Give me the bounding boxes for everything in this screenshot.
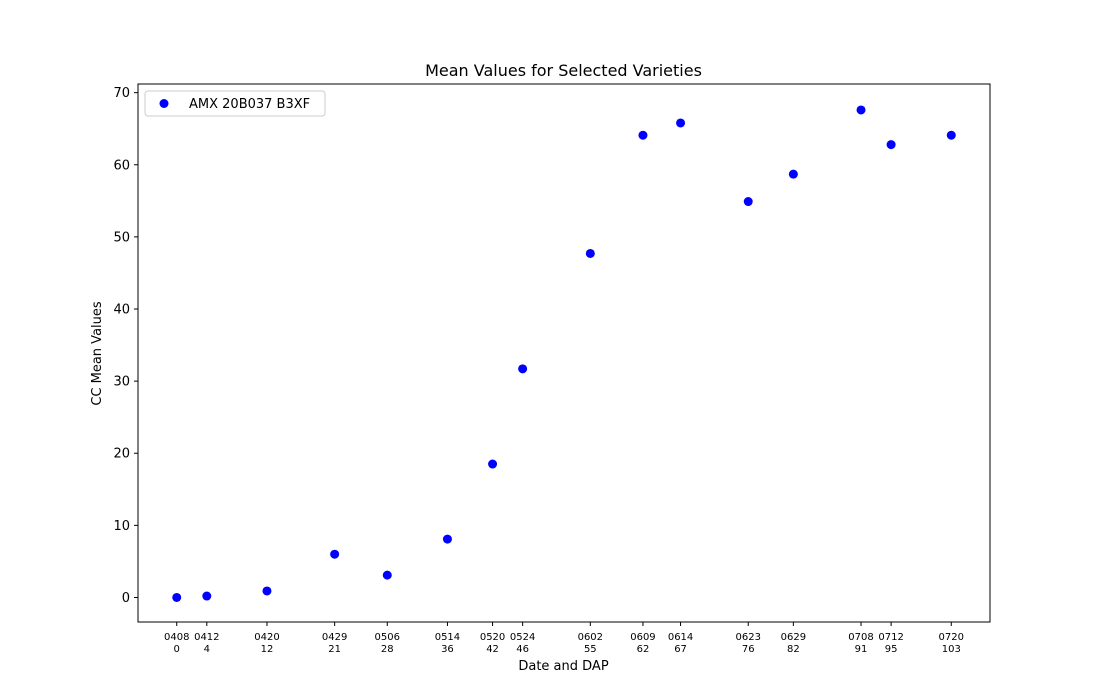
data-point (856, 105, 866, 115)
data-point (743, 197, 753, 207)
data-point (172, 592, 182, 602)
legend-box (144, 90, 326, 117)
x-tick-label-dap: 36 (441, 644, 454, 655)
data-point (886, 140, 896, 150)
x-tick-label-date: 0420 (254, 632, 279, 643)
data-points (172, 105, 956, 602)
x-axis-label: Date and DAP (518, 659, 608, 674)
x-tick-label-dap: 62 (637, 644, 650, 655)
x-tick-label-dap: 103 (942, 644, 961, 655)
y-tick-label: 10 (113, 519, 130, 534)
x-tick-label-date: 0629 (781, 632, 806, 643)
x-tick-label-dap: 42 (486, 644, 499, 655)
axis-ticks: 0102030405060700408004124042012042921050… (113, 86, 964, 655)
plot-area-frame (137, 83, 991, 623)
x-tick-label-date: 0614 (668, 632, 693, 643)
x-tick-label-dap: 67 (674, 644, 687, 655)
x-tick-label-date: 0520 (480, 632, 505, 643)
data-point (638, 130, 648, 140)
x-tick-label-date: 0408 (164, 632, 189, 643)
y-tick-label: 40 (113, 303, 130, 318)
data-point (518, 364, 528, 374)
x-tick-label-dap: 76 (742, 644, 755, 655)
x-tick-label-dap: 82 (787, 644, 800, 655)
x-tick-label-date: 0602 (578, 632, 603, 643)
y-tick-label: 30 (113, 375, 130, 390)
x-tick-label-date: 0712 (878, 632, 903, 643)
x-tick-label-dap: 95 (885, 644, 898, 655)
data-point (676, 118, 686, 128)
data-point (585, 248, 595, 258)
x-tick-label-date: 0506 (375, 632, 400, 643)
x-tick-label-dap: 21 (328, 644, 341, 655)
x-tick-label-date: 0524 (510, 632, 535, 643)
data-point (382, 570, 392, 580)
y-tick-label: 70 (113, 86, 130, 101)
x-tick-label-dap: 46 (516, 644, 529, 655)
x-tick-label-date: 0514 (435, 632, 460, 643)
x-tick-label-dap: 28 (381, 644, 394, 655)
x-tick-label-dap: 4 (204, 644, 210, 655)
data-point (202, 591, 212, 601)
data-point (946, 130, 956, 140)
x-tick-label-date: 0708 (848, 632, 873, 643)
data-point (488, 459, 498, 469)
x-tick-label-date: 0720 (939, 632, 964, 643)
x-tick-label-dap: 0 (174, 644, 180, 655)
y-tick-label: 0 (122, 591, 130, 606)
y-tick-label: 50 (113, 230, 130, 245)
legend-label: AMX 20B037 B3XF (189, 97, 310, 112)
y-tick-label: 60 (113, 158, 130, 173)
legend-marker (159, 99, 169, 108)
x-tick-label-dap: 91 (855, 644, 868, 655)
data-point (442, 534, 452, 544)
x-tick-label-date: 0609 (630, 632, 655, 643)
x-tick-label-date: 0429 (322, 632, 347, 643)
x-tick-label-date: 0412 (194, 632, 219, 643)
y-axis-label: CC Mean Values (90, 301, 105, 406)
data-point (788, 169, 798, 179)
y-tick-label: 20 (113, 447, 130, 462)
data-point (262, 586, 272, 596)
chart-title: Mean Values for Selected Varieties (425, 61, 702, 80)
legend: AMX 20B037 B3XF (144, 90, 326, 117)
data-point (330, 549, 340, 559)
x-tick-label-dap: 55 (584, 644, 597, 655)
x-tick-label-dap: 12 (261, 644, 274, 655)
x-tick-label-date: 0623 (736, 632, 761, 643)
